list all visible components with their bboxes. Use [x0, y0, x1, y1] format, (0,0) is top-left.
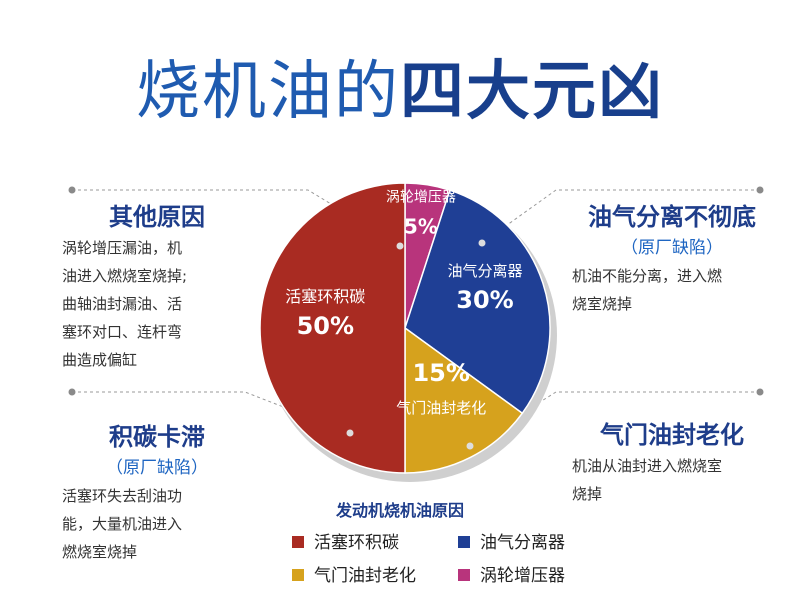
panel-line: 活塞环失去刮油功 [62, 487, 183, 505]
slice-label: 活塞环积碳 [285, 287, 365, 306]
panel-line: 烧掉 [572, 485, 603, 503]
title-bold: 四大元凶 [400, 55, 664, 129]
pie-labels: 涡轮增压器 5% 油气分离器 30% 气门油封老化 15% 活塞环积碳 50% [285, 190, 523, 450]
chart-title: 发动机烧机油原因 [335, 501, 464, 520]
connector-dot [756, 388, 764, 396]
legend-swatch [292, 536, 304, 548]
title-light: 烧机油的 [136, 55, 400, 129]
connector-dot [68, 388, 76, 396]
panel-line: 烧室烧掉 [572, 295, 633, 313]
connector-dot [396, 242, 404, 250]
panel-line: 塞环对口、连杆弯 [62, 323, 183, 341]
panel-subheading: （原厂缺陷） [106, 458, 208, 478]
legend-label: 气门油封老化 [314, 566, 416, 586]
panel-heading: 气门油封老化 [600, 421, 744, 449]
pie-slice [404, 326, 524, 474]
main-title: 烧机油的四大元凶 [0, 40, 800, 132]
panel-oil-separation: 油气分离不彻底 （原厂缺陷） 机油不能分离，进入燃 烧室烧掉 [572, 200, 772, 318]
panel-line: 曲轴油封漏油、活 [62, 295, 183, 313]
legend-swatch [458, 569, 470, 581]
legend-swatch [292, 569, 304, 581]
panel-line: 机油从油封进入燃烧室 [572, 457, 723, 475]
connector-dot [68, 186, 76, 194]
connector-dot [756, 186, 764, 194]
panel-line: 油进入燃烧室烧掉; [62, 267, 188, 285]
panel-line: 机油不能分离，进入燃 [572, 267, 723, 285]
pie-slice [259, 182, 406, 474]
slice-percent: 5% [404, 215, 438, 239]
panel-line: 涡轮增压漏油，机 [62, 239, 183, 257]
panel-valve-seal: 气门油封老化 机油从油封进入燃烧室 烧掉 [572, 418, 772, 508]
panel-subheading: （原厂缺陷） [621, 238, 723, 258]
legend-label: 油气分离器 [480, 533, 565, 553]
pie-slices [259, 182, 557, 482]
connector-dot [478, 239, 486, 247]
connector-dot [466, 442, 474, 450]
panel-line: 曲造成偏缸 [62, 351, 138, 369]
slice-percent: 30% [456, 286, 513, 314]
panel-heading: 油气分离不彻底 [588, 203, 756, 231]
panel-line: 能，大量机油进入 [62, 515, 183, 533]
panel-other-causes: 其他原因 涡轮增压漏油，机 油进入燃烧室烧掉; 曲轴油封漏油、活 塞环对口、连杆… [62, 200, 252, 374]
slice-label: 涡轮增压器 [386, 190, 456, 206]
legend-swatch [458, 536, 470, 548]
panel-line: 燃烧室烧掉 [62, 543, 138, 561]
legend-label: 活塞环积碳 [314, 533, 399, 553]
slice-label: 油气分离器 [447, 262, 522, 280]
panel-heading: 积碳卡滞 [109, 423, 205, 451]
slice-percent: 15% [412, 359, 469, 387]
connector-dot [346, 429, 354, 437]
panel-carbon-sticking: 积碳卡滞 （原厂缺陷） 活塞环失去刮油功 能，大量机油进入 燃烧室烧掉 [62, 420, 252, 566]
pie-slice [404, 189, 551, 415]
slice-percent: 50% [297, 312, 354, 340]
slice-label: 气门油封老化 [396, 399, 486, 417]
panel-heading: 其他原因 [109, 203, 205, 231]
legend-label: 涡轮增压器 [480, 566, 565, 586]
